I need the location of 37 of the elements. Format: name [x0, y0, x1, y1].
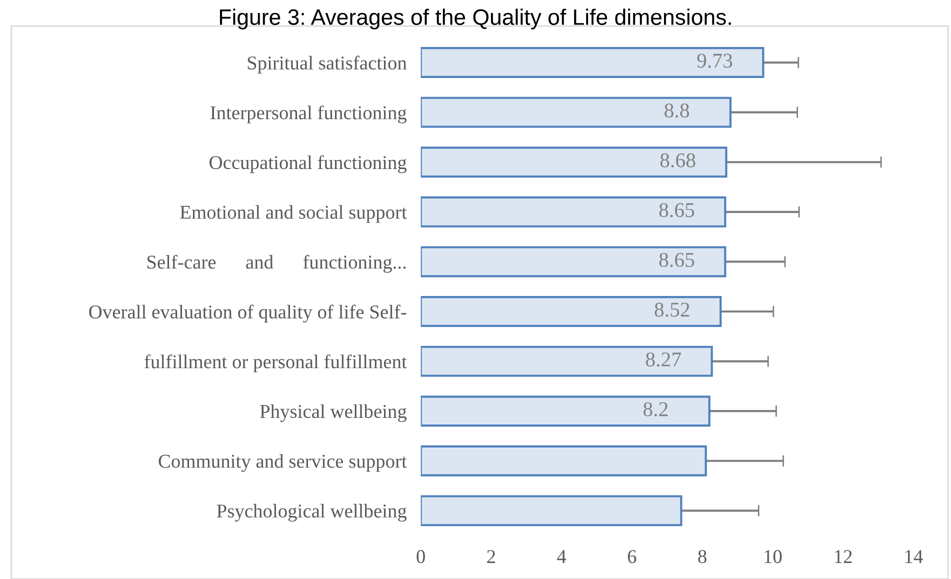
bar	[420, 96, 732, 128]
y-tick-label: Spiritual satisfaction	[248, 56, 407, 74]
data-label: 8.68	[660, 153, 696, 168]
chart-title: Figure 3: Averages of the Quality of Life dimensions.	[220, 8, 731, 30]
bar	[420, 445, 707, 476]
bar	[420, 495, 682, 526]
y-tick-label: Interpersonal functioning	[210, 105, 407, 124]
y-tick-label: Psychological wellbeing	[216, 504, 407, 522]
x-tick-label: 12	[835, 550, 852, 563]
y-tick-label: fulfillment or personal fulfillment	[144, 354, 407, 372]
data-label: 8.8	[664, 103, 690, 118]
data-label: 8.52	[654, 302, 690, 317]
bar	[420, 346, 713, 377]
bar	[420, 246, 726, 278]
x-tick-label: 2	[487, 550, 495, 563]
y-tick-label: Self-care and functioning...	[147, 254, 406, 273]
bar	[420, 146, 728, 178]
y-tick-label: Emotional and social support	[180, 205, 407, 223]
data-label: 8.27	[646, 352, 682, 367]
bar	[420, 396, 710, 427]
bar	[420, 47, 764, 78]
x-tick-label: 4	[557, 550, 566, 563]
y-tick-label: Overall evaluation of quality of life Self-	[89, 304, 406, 323]
y-tick-label: Community and service support	[158, 454, 407, 472]
y-tick-label: Occupational functioning	[210, 155, 407, 174]
bar	[420, 296, 722, 327]
y-tick-label: Physical wellbeing	[260, 404, 407, 422]
data-label: 8.2	[643, 402, 668, 416]
data-label: 8.65	[659, 252, 694, 268]
x-tick-label: 10	[764, 550, 782, 564]
x-tick-label: 0	[416, 550, 425, 564]
data-label: 8.65	[659, 203, 694, 218]
data-label: 9.73	[697, 54, 732, 68]
x-tick-label: 6	[628, 550, 636, 564]
x-tick-label: 14	[905, 550, 923, 563]
bar	[420, 196, 726, 228]
x-tick-label: 8	[698, 550, 706, 564]
